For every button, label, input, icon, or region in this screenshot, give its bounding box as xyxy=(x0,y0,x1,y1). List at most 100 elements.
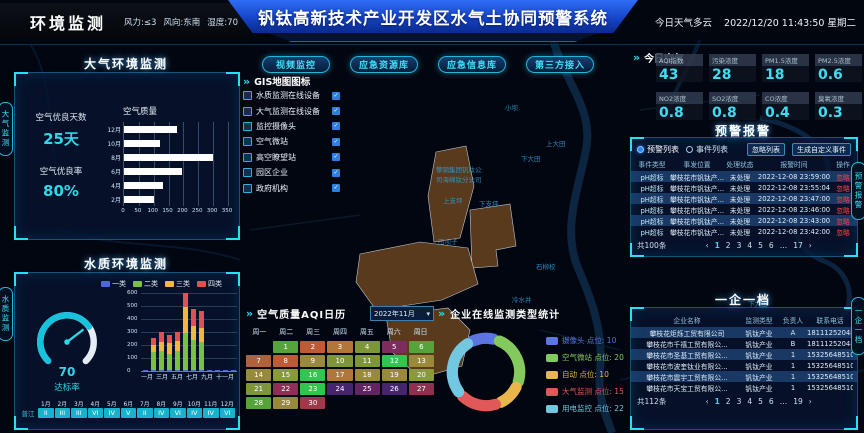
edge-tab-enterprise[interactable]: 一企一档 xyxy=(851,297,864,355)
alarm-ignore-action[interactable]: 忽略 xyxy=(836,206,850,215)
page-number[interactable]: 3 xyxy=(736,241,742,250)
toolbar-button-4[interactable]: 第三方接入 xyxy=(526,56,594,73)
calendar-day-cell[interactable]: 30 xyxy=(300,397,326,409)
gis-layer-item[interactable]: 政府机构 ✓ xyxy=(243,180,340,195)
layer-checkbox[interactable]: ✓ xyxy=(332,168,340,177)
calendar-day-cell[interactable]: 29 xyxy=(273,397,299,409)
layer-checkbox[interactable]: ✓ xyxy=(332,137,340,146)
calendar-day-cell[interactable]: 13 xyxy=(408,355,434,367)
alarm-row[interactable]: pH超标 攀枝花市钒钛产... 未处理 2022-12-08 23:55:04 忽略 xyxy=(631,182,857,193)
page-number[interactable]: 2 xyxy=(725,241,731,250)
page-number[interactable]: 5 xyxy=(758,397,763,406)
enterprise-row[interactable]: 攀枝花市千禧工贸有限公... 钒钛产业 B 18111252048 xyxy=(631,338,857,349)
alarm-ignore-action[interactable]: 忽略 xyxy=(836,184,850,193)
edge-tab-alarm[interactable]: 预警报警 xyxy=(851,162,864,220)
prev-page[interactable]: ‹ xyxy=(705,241,709,250)
legend-item[interactable]: 用电监控 点位: 22 xyxy=(546,400,624,417)
page-number[interactable]: 1 xyxy=(714,397,720,406)
calendar-day-cell[interactable]: 3 xyxy=(327,341,353,353)
tab-warning-list[interactable]: 预警列表 xyxy=(637,144,679,155)
page-number[interactable]: 1 xyxy=(714,241,720,250)
edge-tab-air-monitor[interactable]: 大气监测 xyxy=(0,102,13,156)
calendar-day-cell[interactable]: 23 xyxy=(300,383,326,395)
legend-item[interactable]: 空气微站 点位: 20 xyxy=(546,349,624,366)
calendar-day-cell[interactable]: 8 xyxy=(273,355,299,367)
layer-checkbox[interactable]: ✓ xyxy=(332,107,340,116)
calendar-day-cell[interactable]: 24 xyxy=(327,383,353,395)
edge-tab-water-monitor[interactable]: 水质监测 xyxy=(0,287,13,341)
toolbar-button-3[interactable]: 应急信息库 xyxy=(438,56,506,73)
month-select-dropdown[interactable]: 2022年11月 ▾ xyxy=(370,306,434,321)
calendar-day-cell[interactable]: 19 xyxy=(381,369,407,381)
calendar-day-cell[interactable]: 15 xyxy=(273,369,299,381)
calendar-day-cell[interactable]: 20 xyxy=(408,369,434,381)
alarm-ignore-action[interactable]: 忽略 xyxy=(836,173,850,182)
next-page[interactable]: › xyxy=(808,397,812,406)
gis-layer-item[interactable]: 园区企业 ✓ xyxy=(243,165,340,180)
calendar-day-cell[interactable]: 18 xyxy=(354,369,380,381)
calendar-day-cell[interactable]: 9 xyxy=(300,355,326,367)
page-number[interactable]: 17 xyxy=(793,241,803,250)
layer-checkbox[interactable]: ✓ xyxy=(332,91,340,100)
calendar-day-cell[interactable]: 28 xyxy=(246,397,272,409)
calendar-day-cell[interactable]: 7 xyxy=(246,355,272,367)
layer-checkbox[interactable]: ✓ xyxy=(332,153,340,162)
legend-item[interactable]: 大气监测 点位: 15 xyxy=(546,383,624,400)
page-number[interactable]: 4 xyxy=(747,241,753,250)
alarm-row[interactable]: pH超标 攀枝花市钒钛产... 未处理 2022-12-08 23:59:00 忽略 xyxy=(631,171,857,182)
next-page[interactable]: › xyxy=(808,241,812,250)
page-number[interactable]: 6 xyxy=(768,397,774,406)
enterprise-row[interactable]: 攀枝花市天宝工贸有限公... 钒钛产业 1 15325648510 xyxy=(631,382,857,393)
page-number[interactable]: 2 xyxy=(725,397,731,406)
page-number[interactable]: 4 xyxy=(747,397,753,406)
calendar-day-cell[interactable]: 6 xyxy=(408,341,434,353)
calendar-day-cell[interactable]: 27 xyxy=(408,383,434,395)
enterprise-row[interactable]: 攀枝花市波奎钛业有限公... 钒钛产业 1 15325648510 xyxy=(631,360,857,371)
calendar-day-cell[interactable]: 2 xyxy=(300,341,326,353)
enterprise-row[interactable]: 攀枝花市圣基工贸有限公... 钒钛产业 1 15325648510 xyxy=(631,349,857,360)
calendar-day-cell[interactable]: 12 xyxy=(381,355,407,367)
gis-layer-item[interactable]: 监控摄像头 ✓ xyxy=(243,119,340,134)
gis-layer-item[interactable]: 大气监测在线设备 ✓ xyxy=(243,103,340,118)
calendar-day-cell[interactable]: 11 xyxy=(354,355,380,367)
gis-layer-item[interactable]: 水质监测在线设备 ✓ xyxy=(243,88,340,103)
gis-layer-item[interactable]: 高空瞭望站 ✓ xyxy=(243,150,340,165)
alarm-ignore-action[interactable]: 忽略 xyxy=(836,228,850,237)
legend-item[interactable]: 三类 xyxy=(165,279,190,289)
page-number[interactable]: 19 xyxy=(793,397,803,406)
prev-page[interactable]: ‹ xyxy=(705,397,709,406)
page-number[interactable]: 5 xyxy=(758,241,763,250)
calendar-day-cell[interactable]: 4 xyxy=(354,341,380,353)
alarm-ignore-action[interactable]: 忽略 xyxy=(836,217,850,226)
enterprise-row[interactable]: 攀枝花市震宇工贸有限公... 钒钛产业 1 15325648510 xyxy=(631,371,857,382)
enterprise-row[interactable]: 攀枝花炬烁工贸有限公司 钒钛产业 A 18111252048 xyxy=(631,327,857,338)
tab-event-list[interactable]: 事件列表 xyxy=(686,144,728,155)
create-custom-event-button[interactable]: 生成自定义事件 xyxy=(792,143,851,156)
toolbar-button-1[interactable]: 视频监控 xyxy=(262,56,330,73)
legend-item[interactable]: 一类 xyxy=(101,279,126,289)
page-number[interactable]: 6 xyxy=(768,241,774,250)
calendar-day-cell[interactable]: 17 xyxy=(327,369,353,381)
legend-item[interactable]: 摄像头 点位: 10 xyxy=(546,332,624,349)
legend-item[interactable]: 二类 xyxy=(133,279,158,289)
alarm-ignore-action[interactable]: 忽略 xyxy=(836,195,850,204)
alarm-row[interactable]: pH超标 攀枝花市钒钛产... 未处理 2022-12-08 23:42:00 忽略 xyxy=(631,226,857,237)
page-number[interactable]: 3 xyxy=(736,397,742,406)
calendar-day-cell[interactable]: 10 xyxy=(327,355,353,367)
alarm-row[interactable]: pH超标 攀枝花市钒钛产... 未处理 2022-12-08 23:46:00 忽略 xyxy=(631,204,857,215)
legend-item[interactable]: 自动 点位: 10 xyxy=(546,366,624,383)
calendar-day-cell[interactable]: 5 xyxy=(381,341,407,353)
layer-checkbox[interactable]: ✓ xyxy=(332,184,340,193)
layer-checkbox[interactable]: ✓ xyxy=(332,122,340,131)
calendar-day-cell[interactable]: 22 xyxy=(273,383,299,395)
calendar-day-cell[interactable]: 14 xyxy=(246,369,272,381)
calendar-day-cell[interactable]: 21 xyxy=(246,383,272,395)
calendar-day-cell[interactable]: 16 xyxy=(300,369,326,381)
legend-item[interactable]: 四类 xyxy=(197,279,222,289)
calendar-day-cell[interactable]: 1 xyxy=(273,341,299,353)
gis-layer-item[interactable]: 空气微站 ✓ xyxy=(243,134,340,149)
calendar-day-cell[interactable]: 26 xyxy=(381,383,407,395)
ignore-list-button[interactable]: 忽略列表 xyxy=(747,143,785,156)
alarm-row[interactable]: pH超标 攀枝花市钒钛产... 未处理 2022-12-08 23:47:00 忽略 xyxy=(631,193,857,204)
calendar-day-cell[interactable]: 25 xyxy=(354,383,380,395)
